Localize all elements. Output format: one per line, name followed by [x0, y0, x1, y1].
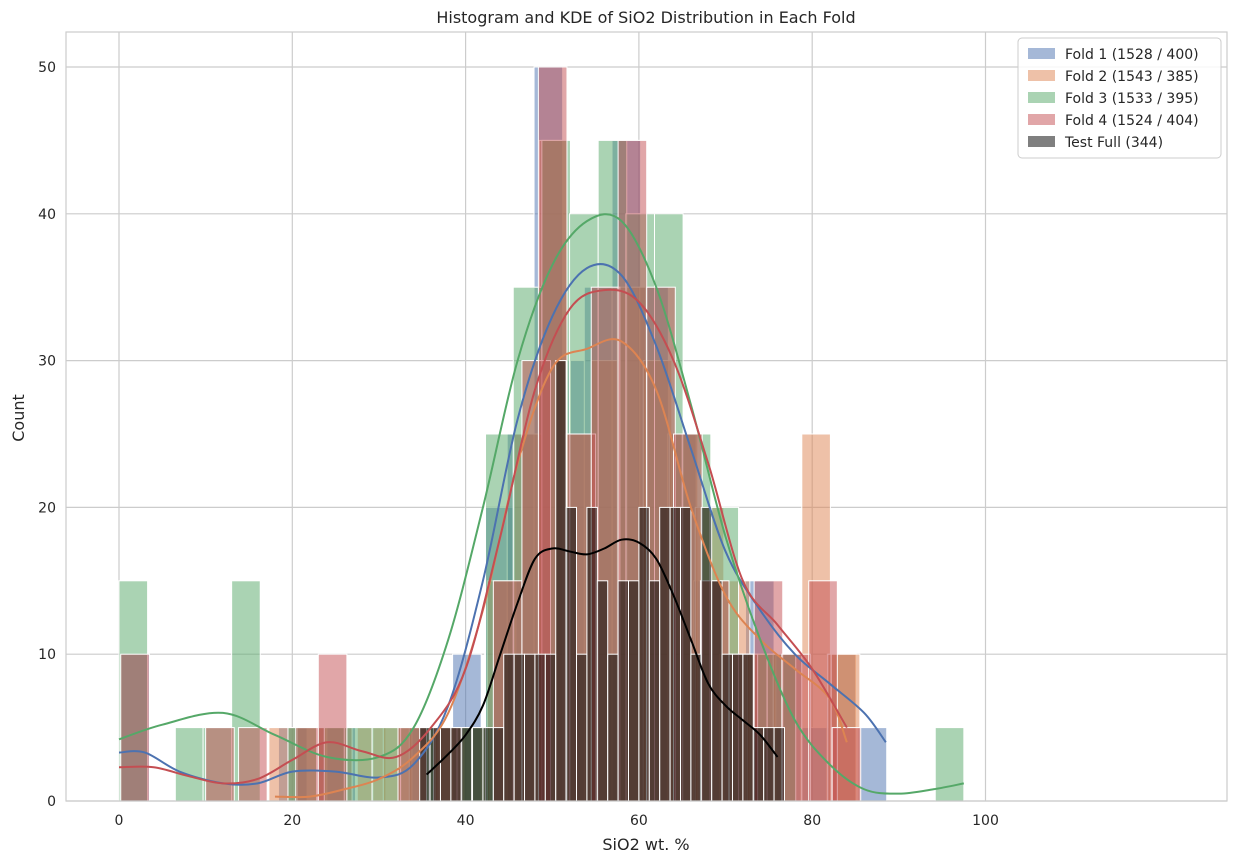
legend-swatch — [1028, 70, 1055, 81]
kde-curve — [118, 213, 965, 795]
histogram-bar — [555, 360, 567, 802]
histogram-bar — [596, 580, 609, 802]
histogram-bar — [648, 580, 661, 802]
histogram-bar — [205, 727, 235, 802]
x-tick-label: 100 — [972, 813, 999, 829]
histogram-bar — [773, 727, 785, 802]
y-tick-label: 50 — [38, 60, 56, 76]
kde-curve — [425, 538, 779, 776]
histogram-bar — [439, 727, 452, 802]
legend-frame — [1017, 37, 1222, 159]
legend-swatch — [1028, 48, 1055, 59]
legend-label: Fold 3 (1533 / 395) — [1065, 91, 1199, 107]
legend-label: Fold 2 (1543 / 385) — [1065, 69, 1199, 85]
histogram-bar — [317, 653, 348, 802]
legend-swatch — [1028, 136, 1055, 147]
histogram-bar — [721, 653, 733, 802]
histogram-bar — [781, 653, 811, 802]
plot-frame — [65, 31, 1228, 802]
legend-swatch — [1028, 92, 1055, 103]
histogram-bar — [617, 580, 630, 802]
histogram-bar — [450, 727, 462, 802]
legend-label: Test Full (344) — [1064, 135, 1163, 151]
histogram-bar — [513, 653, 526, 802]
histogram-bar — [669, 506, 681, 802]
legend-swatch — [1028, 114, 1055, 125]
y-tick-label: 0 — [47, 794, 56, 810]
x-tick-label: 80 — [803, 813, 821, 829]
x-axis-label: SiO2 wt. % — [602, 835, 689, 854]
histogram-bar — [472, 727, 484, 802]
histogram-bar — [934, 727, 965, 802]
y-tick-label: 30 — [38, 354, 56, 370]
histogram-bar — [371, 727, 402, 802]
histogram-bar — [659, 506, 671, 802]
y-tick-labels: 0 10 20 30 40 50 — [38, 60, 56, 810]
histogram-bar — [628, 580, 640, 802]
histogram-bar — [503, 653, 515, 802]
histogram-bar — [120, 653, 150, 802]
histogram-bar — [343, 727, 374, 802]
histogram-bar — [679, 506, 692, 802]
histogram-bar — [238, 727, 268, 802]
y-tick-label: 10 — [38, 647, 56, 663]
x-tick-labels: 0 20 40 60 80 100 — [115, 813, 999, 829]
legend-label: Fold 1 (1528 / 400) — [1065, 47, 1199, 63]
histogram-bar — [174, 727, 205, 802]
kde-curves — [118, 213, 965, 799]
kde-curve — [118, 263, 887, 786]
histogram-bar — [731, 653, 744, 802]
x-tick-label: 40 — [457, 813, 475, 829]
histogram-bar — [492, 727, 505, 802]
histogram-bar — [638, 506, 650, 802]
x-tick-label: 20 — [283, 813, 301, 829]
legend-label: Fold 4 (1524 / 404) — [1065, 113, 1199, 129]
histogram-bar — [690, 653, 702, 802]
y-tick-label: 40 — [38, 207, 56, 223]
histogram-bar — [534, 653, 546, 802]
histogram-bar — [576, 653, 588, 802]
histogram-bar — [524, 653, 536, 802]
histogram-bar — [482, 727, 494, 802]
x-tick-label: 0 — [115, 813, 124, 829]
x-tick-label: 60 — [630, 813, 648, 829]
histogram-bar — [607, 653, 619, 802]
legend: Fold 1 (1528 / 400) Fold 2 (1543 / 385) Fo… — [1017, 37, 1222, 159]
chart-title: Histogram and KDE of SiO2 Distribution i… — [436, 8, 855, 27]
histogram-bar — [763, 727, 775, 802]
y-axis-label: Count — [9, 394, 28, 442]
y-tick-label: 20 — [38, 500, 56, 516]
histogram-bar — [544, 653, 557, 802]
kde-curve — [118, 288, 848, 785]
